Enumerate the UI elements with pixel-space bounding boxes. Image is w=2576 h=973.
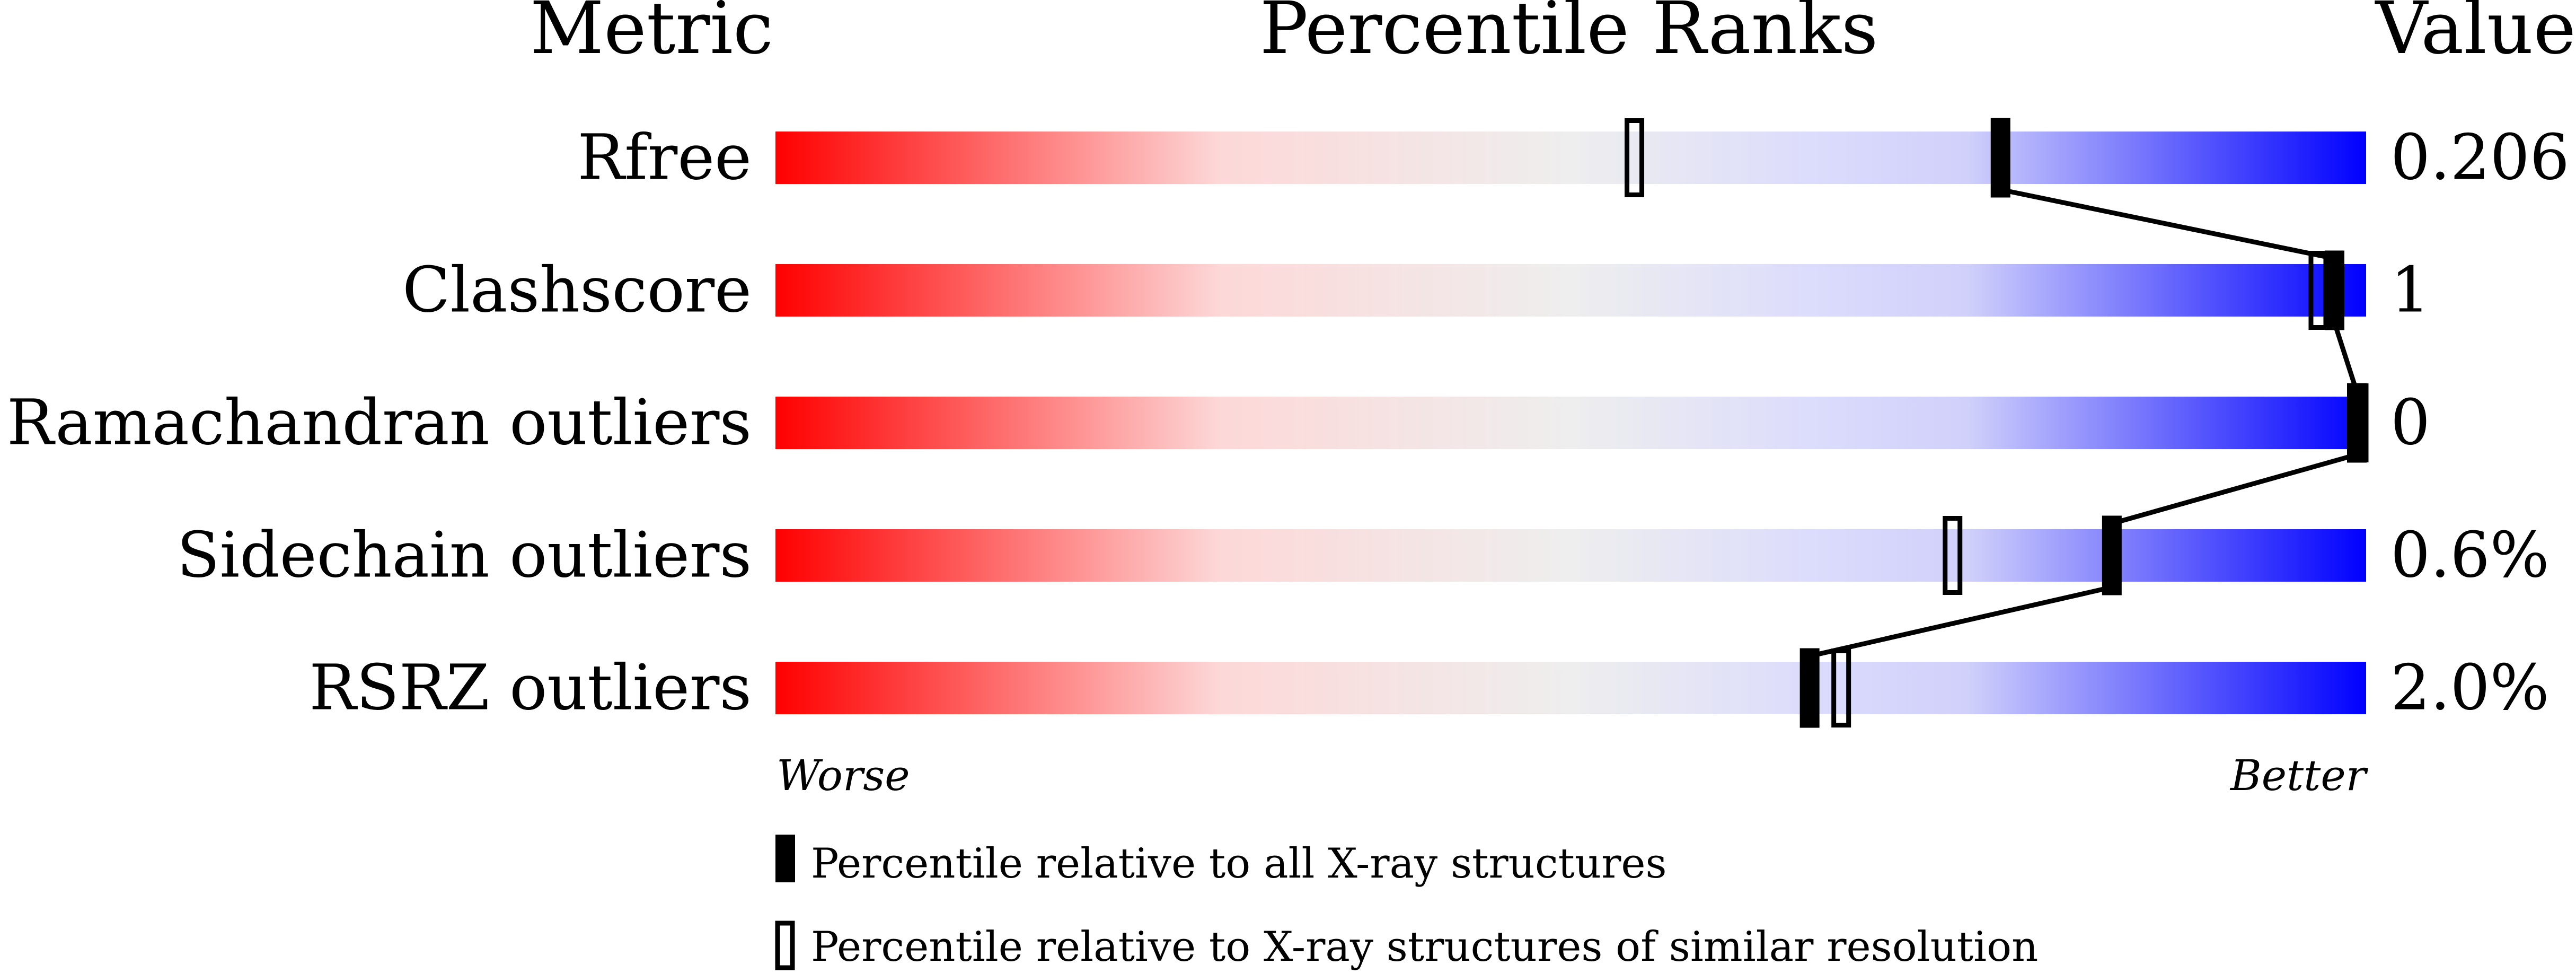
legend-filled-marker-icon [775, 835, 795, 882]
all-structures-marker [1799, 648, 1820, 728]
percentile-bar [775, 397, 2366, 449]
header-metric: Metric [530, 0, 773, 71]
marker-link-line [1809, 585, 2112, 659]
metric-value: 0 [2390, 386, 2430, 459]
all-structures-marker [1990, 118, 2010, 198]
better-label: Better [2229, 751, 2369, 800]
metric-value: 0.206 [2390, 121, 2570, 194]
metric-label: Clashscore [402, 253, 752, 327]
legend-label-all: Percentile relative to all X-ray structu… [811, 840, 1667, 888]
similar-resolution-marker [1625, 118, 1645, 197]
metric-label: Sidechain outliers [177, 519, 752, 592]
worse-label: Worse [777, 751, 910, 800]
metric-value: 0.6% [2390, 519, 2549, 592]
legend-open-marker-icon [775, 921, 795, 970]
similar-resolution-marker [1831, 648, 1851, 727]
percentile-bar [775, 529, 2366, 582]
similar-resolution-marker [1943, 516, 1963, 595]
marker-link-line [1999, 187, 2335, 261]
marker-link-line [2332, 321, 2359, 392]
metric-label: Rfree [577, 121, 752, 194]
all-structures-marker [2324, 250, 2344, 330]
metric-label: RSRZ outliers [309, 651, 752, 724]
metric-value: 1 [2390, 253, 2430, 327]
header-percentile: Percentile Ranks [1260, 0, 1878, 71]
metric-label: Ramachandran outliers [7, 386, 752, 459]
all-structures-marker [2102, 515, 2122, 595]
header-value: Value [2375, 0, 2576, 71]
marker-link-line [2111, 452, 2358, 526]
legend-label-similar: Percentile relative to X-ray structures … [811, 923, 2038, 971]
metric-value: 2.0% [2390, 651, 2549, 724]
percentile-bar [775, 662, 2366, 714]
percentile-bar [775, 132, 2366, 184]
percentile-bar [775, 264, 2366, 317]
all-structures-marker [2347, 383, 2367, 463]
